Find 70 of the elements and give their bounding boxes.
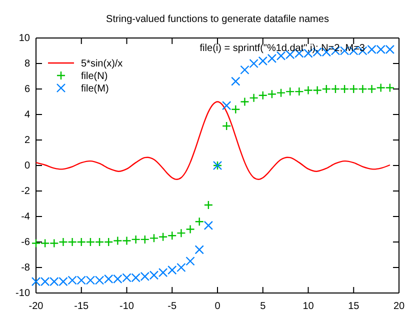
- point: [240, 97, 250, 106]
- point: [267, 90, 277, 99]
- point: [122, 236, 132, 246]
- point: [349, 84, 358, 94]
- y-tick-label: 0: [24, 160, 30, 172]
- point: [194, 245, 204, 254]
- y-tick-label: 6: [24, 84, 30, 96]
- y-tick-label: -10: [16, 288, 30, 300]
- legend-label: file(N): [81, 71, 108, 82]
- point: [312, 86, 322, 95]
- x-tick-label: 0: [214, 301, 221, 312]
- legend-label: 5*sin(x)/x: [81, 58, 123, 70]
- x-tick-label: 10: [302, 301, 314, 312]
- point: [113, 236, 122, 246]
- y-tick-label: 10: [18, 33, 30, 44]
- point: [258, 90, 268, 100]
- point: [204, 220, 214, 230]
- point: [76, 237, 86, 247]
- point: [330, 84, 340, 94]
- point: [367, 84, 376, 94]
- x-tick-label: 5: [260, 301, 266, 312]
- y-tick-label: 4: [24, 110, 30, 121]
- point: [222, 121, 232, 131]
- point: [31, 238, 41, 248]
- point: [231, 104, 240, 114]
- line-series: [35, 101, 391, 180]
- y-tick-label: -8: [21, 262, 30, 274]
- point: [222, 100, 232, 110]
- point: [168, 231, 177, 240]
- x-tick-label: -20: [28, 301, 44, 312]
- y-tick-label: -2: [21, 186, 30, 198]
- y-tick-label: -4: [21, 212, 30, 223]
- point: [50, 238, 59, 248]
- legend-label: file(M): [81, 84, 109, 94]
- point: [68, 237, 77, 247]
- point: [40, 238, 50, 248]
- point: [231, 76, 240, 86]
- x-tick-label: -10: [120, 301, 134, 312]
- y-tick-label: 2: [24, 135, 30, 146]
- point: [140, 234, 150, 244]
- x-tick-label: 20: [393, 301, 405, 312]
- point: [340, 84, 350, 94]
- point: [304, 86, 313, 95]
- point: [86, 237, 96, 247]
- point: [158, 232, 168, 242]
- point: [294, 86, 304, 96]
- point: [94, 237, 104, 247]
- y-tick-label: -6: [21, 237, 30, 248]
- point: [286, 86, 295, 96]
- point: [104, 237, 114, 247]
- x-tick-label: 15: [348, 301, 360, 312]
- point: [322, 84, 331, 94]
- point: [186, 224, 195, 234]
- point: [240, 65, 250, 74]
- point: [149, 234, 159, 243]
- x-tick-label: -15: [74, 301, 90, 312]
- point: [385, 83, 395, 92]
- point: [186, 256, 195, 266]
- point: [58, 237, 68, 247]
- point: [131, 234, 140, 244]
- point: [176, 228, 186, 238]
- point: [376, 83, 386, 92]
- chart-title: String-valued functions to generate datafile names: [106, 14, 329, 25]
- point: [204, 200, 214, 210]
- point: [249, 93, 258, 103]
- point: [276, 88, 286, 98]
- point: [194, 217, 204, 226]
- x-tick-label: -5: [168, 301, 177, 312]
- y-tick-label: 8: [24, 58, 30, 70]
- point: [358, 84, 368, 94]
